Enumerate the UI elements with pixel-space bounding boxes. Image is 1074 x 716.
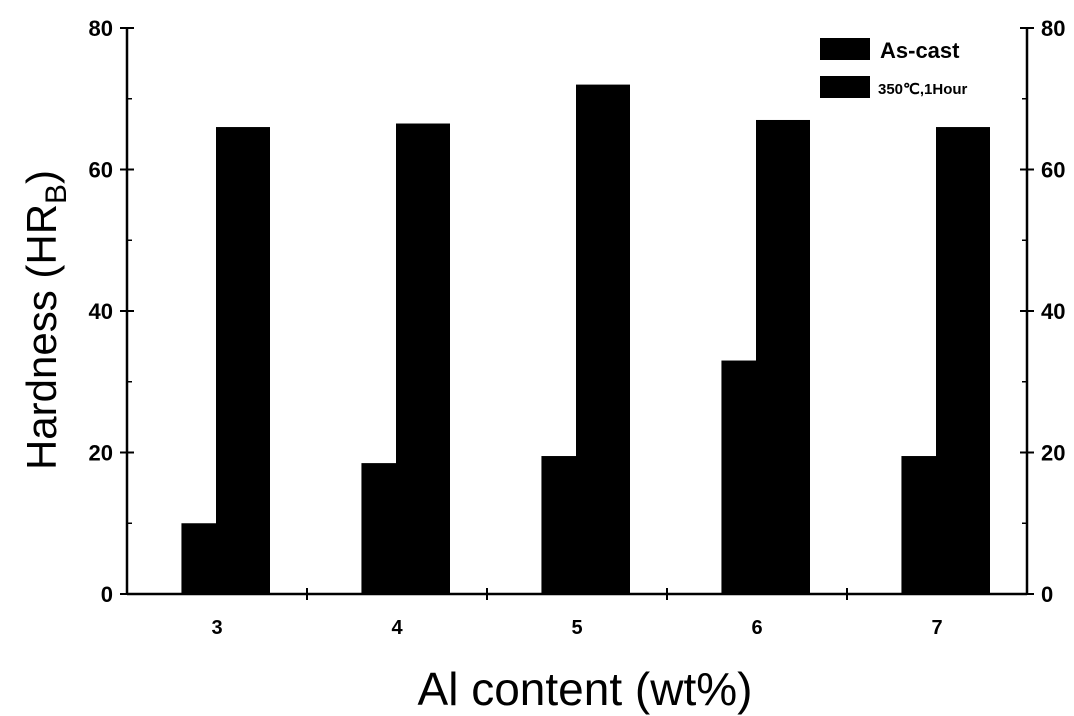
right-y-tick-label: 80 — [1041, 16, 1065, 41]
bar-350c-1hour-4 — [396, 123, 450, 594]
left-y-tick-label: 60 — [89, 158, 113, 183]
y-axis-title-main: Hardness (HR — [18, 204, 65, 470]
x-tick-label: 6 — [751, 617, 762, 639]
y-axis-title-close: ) — [18, 170, 65, 184]
legend-swatch-as-cast — [820, 38, 870, 60]
left-y-tick-label: 0 — [101, 582, 113, 607]
x-tick-label: 4 — [391, 617, 403, 639]
right-y-tick-label: 0 — [1041, 582, 1053, 607]
bar-as-cast-7 — [901, 456, 936, 594]
left-y-tick-label: 20 — [89, 441, 113, 466]
right-y-axis: 0 20 40 60 80 — [1020, 16, 1065, 607]
legend-swatch-350c-1hour — [820, 76, 870, 98]
left-y-axis: 0 20 40 60 80 — [89, 16, 134, 607]
right-y-tick-label: 20 — [1041, 441, 1065, 466]
bar-as-cast-4 — [361, 463, 396, 594]
left-y-tick-label: 80 — [89, 16, 113, 41]
right-y-tick-label: 60 — [1041, 158, 1065, 183]
y-axis-title-subscript: B — [40, 184, 73, 204]
bar-as-cast-3 — [181, 523, 216, 594]
bar-350c-1hour-5 — [576, 84, 630, 594]
bar-as-cast-5 — [541, 456, 576, 594]
legend: As-cast 350℃,1Hour — [820, 38, 968, 98]
bar-350c-1hour-6 — [756, 119, 810, 594]
x-tick-label: 5 — [571, 617, 582, 639]
x-axis: 3 4 5 6 7 — [211, 588, 943, 639]
y-axis-title: Hardness (HRB) — [18, 170, 73, 470]
bars — [181, 84, 990, 595]
bar-350c-1hour-3 — [216, 127, 270, 595]
legend-label-350c-1hour: 350℃,1Hour — [878, 81, 968, 98]
x-tick-label: 7 — [931, 617, 942, 639]
legend-label-as-cast: As-cast — [880, 38, 960, 63]
x-tick-label: 3 — [211, 617, 222, 639]
x-axis-title: Al content (wt%) — [418, 663, 753, 715]
bar-as-cast-6 — [721, 360, 756, 594]
bar-350c-1hour-7 — [936, 127, 990, 595]
left-y-tick-label: 40 — [89, 299, 113, 324]
right-y-tick-label: 40 — [1041, 299, 1065, 324]
